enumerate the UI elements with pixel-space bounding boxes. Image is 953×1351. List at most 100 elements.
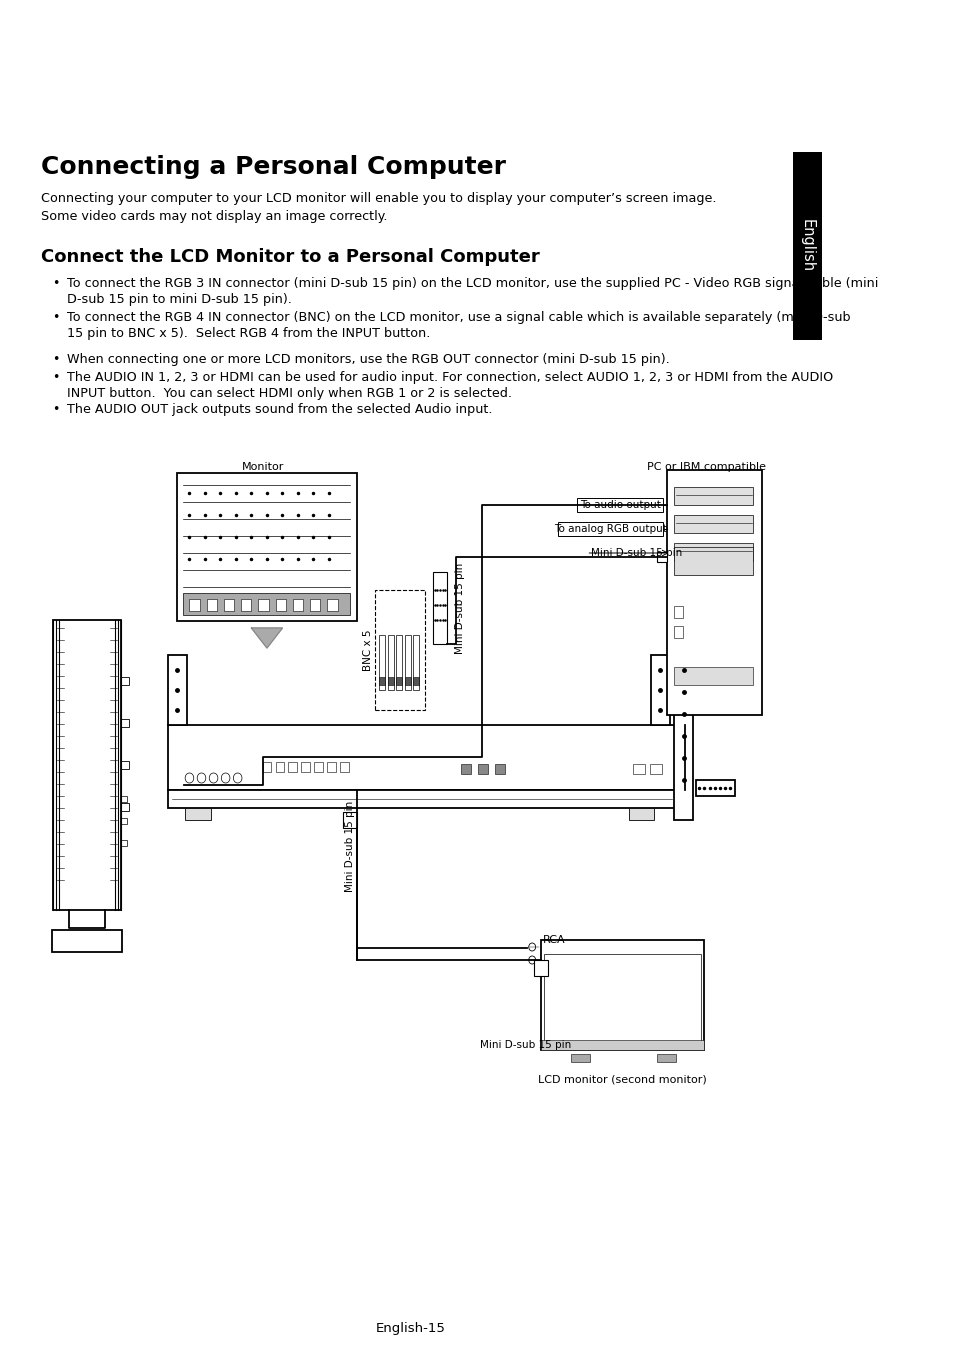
Bar (51, 929, 122, 952)
Text: PC or IBM compatible: PC or IBM compatible (646, 462, 765, 471)
Bar (288, 762, 296, 771)
Bar (657, 1054, 676, 1062)
Bar (120, 817, 128, 824)
Circle shape (185, 773, 193, 784)
Text: LCD monitor (second monitor): LCD monitor (second monitor) (537, 1074, 706, 1084)
Bar (650, 655, 669, 725)
Bar (190, 598, 199, 611)
Bar (674, 607, 682, 617)
Bar (695, 780, 734, 796)
Bar (404, 635, 411, 690)
Bar (327, 762, 335, 771)
Bar (120, 761, 129, 769)
Bar (310, 598, 320, 611)
Text: INPUT button.  You can select HDMI only when RGB 1 or 2 is selected.: INPUT button. You can select HDMI only w… (67, 386, 512, 400)
Circle shape (197, 773, 206, 784)
Circle shape (221, 773, 230, 784)
Text: •: • (51, 277, 59, 290)
Circle shape (528, 957, 535, 965)
Bar (378, 635, 384, 690)
Bar (387, 635, 394, 690)
Text: Mini D-sub 15 pin: Mini D-sub 15 pin (455, 562, 464, 654)
Bar (395, 635, 402, 690)
Text: Mini D-sub 15 pin: Mini D-sub 15 pin (590, 549, 681, 558)
Bar (674, 626, 682, 638)
Text: Mini D-sub 15 pin: Mini D-sub 15 pin (479, 1040, 570, 1050)
Bar (404, 677, 411, 685)
Text: The AUDIO OUT jack outputs sound from the selected Audio input.: The AUDIO OUT jack outputs sound from th… (67, 403, 492, 416)
Text: •: • (51, 372, 59, 384)
Bar (628, 808, 654, 820)
Bar (340, 762, 349, 771)
Bar (558, 521, 662, 536)
Bar (120, 719, 129, 727)
Bar (168, 725, 684, 790)
Text: To audio output: To audio output (579, 500, 659, 509)
Bar (657, 553, 667, 562)
Circle shape (528, 943, 535, 951)
Circle shape (209, 773, 217, 784)
Text: Connect the LCD Monitor to a Personal Computer: Connect the LCD Monitor to a Personal Co… (41, 249, 539, 266)
Bar (674, 547, 753, 576)
Bar (262, 762, 271, 771)
Text: Some video cards may not display an image correctly.: Some video cards may not display an imag… (41, 209, 388, 223)
Bar (534, 961, 547, 975)
Bar (120, 802, 129, 811)
Bar (460, 765, 471, 774)
Text: When connecting one or more LCD monitors, use the RGB OUT connector (mini D-sub : When connecting one or more LCD monitors… (67, 353, 669, 366)
Bar (540, 940, 703, 1050)
Bar (53, 620, 120, 911)
Bar (674, 655, 693, 820)
Bar (168, 655, 187, 725)
Bar (477, 765, 488, 774)
Bar (395, 677, 402, 685)
Bar (433, 571, 446, 644)
Bar (275, 762, 284, 771)
Bar (674, 515, 753, 534)
Bar (650, 765, 661, 774)
Text: 15 pin to BNC x 5).  Select RGB 4 from the INPUT button.: 15 pin to BNC x 5). Select RGB 4 from th… (67, 327, 430, 340)
Text: English: English (799, 219, 814, 273)
Bar (387, 677, 394, 685)
Text: To connect the RGB 3 IN connector (mini D-sub 15 pin) on the LCD monitor, use th: To connect the RGB 3 IN connector (mini … (67, 277, 878, 290)
Bar (327, 598, 337, 611)
Bar (413, 677, 419, 685)
Text: The AUDIO IN 1, 2, 3 or HDMI can be used for audio input. For connection, select: The AUDIO IN 1, 2, 3 or HDMI can be used… (67, 372, 833, 384)
Bar (413, 635, 419, 690)
Bar (207, 598, 216, 611)
Circle shape (233, 773, 242, 784)
Bar (168, 790, 676, 808)
Bar (293, 598, 303, 611)
Bar (375, 590, 424, 711)
Bar (183, 593, 350, 615)
Text: •: • (51, 353, 59, 366)
Bar (275, 598, 286, 611)
Bar (674, 543, 753, 561)
Bar (176, 473, 357, 621)
Bar (120, 796, 128, 802)
Text: D-sub 15 pin to mini D-sub 15 pin).: D-sub 15 pin to mini D-sub 15 pin). (67, 293, 292, 305)
Bar (674, 486, 753, 505)
Polygon shape (252, 628, 282, 648)
Bar (540, 1040, 703, 1050)
Bar (577, 499, 662, 512)
Bar (570, 1054, 589, 1062)
Bar (258, 598, 269, 611)
Text: Connecting your computer to your LCD monitor will enable you to display your com: Connecting your computer to your LCD mon… (41, 192, 716, 205)
Bar (543, 954, 700, 1046)
Text: English-15: English-15 (375, 1323, 445, 1335)
Text: BNC x 5: BNC x 5 (362, 630, 373, 670)
Bar (185, 808, 211, 820)
Bar (314, 762, 322, 771)
Text: Connecting a Personal Computer: Connecting a Personal Computer (41, 155, 506, 178)
Bar (120, 840, 128, 846)
Text: •: • (51, 311, 59, 324)
Text: Mini D-sub 15 pin: Mini D-sub 15 pin (344, 801, 355, 892)
Bar (378, 677, 384, 685)
Bar (674, 667, 753, 685)
Bar (632, 765, 644, 774)
Text: Monitor: Monitor (241, 462, 284, 471)
Bar (120, 677, 129, 685)
Text: To connect the RGB 4 IN connector (BNC) on the LCD monitor, use a signal cable w: To connect the RGB 4 IN connector (BNC) … (67, 311, 850, 324)
Bar (495, 765, 505, 774)
